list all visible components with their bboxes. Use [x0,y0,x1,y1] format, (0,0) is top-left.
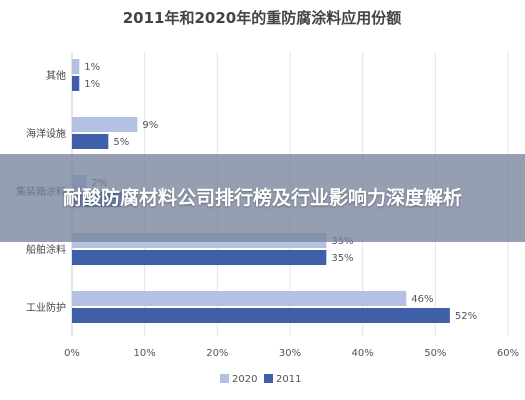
data-label: 52% [455,311,477,322]
data-label: 46% [411,294,433,305]
data-label: 9% [142,120,158,131]
x-axis-tick-labels: 0% 10% 20% 30% 40% 50% 60% [64,348,519,359]
bar-2020 [72,117,138,132]
data-label: 1% [84,62,100,73]
legend-swatch-2011 [264,374,273,383]
bar-2020 [72,59,80,74]
data-label: 35% [331,253,353,264]
overlay-banner: 耐酸防腐材料公司排行榜及行业影响力深度解析 [0,154,525,242]
bar-2011 [72,308,450,323]
legend-label: 2011 [276,374,301,385]
x-tick-label: 0% [64,348,80,359]
legend-swatch-2020 [220,374,229,383]
category-label: 船舶涂料 [26,243,66,256]
x-tick-label: 40% [352,348,374,359]
legend: 2020 2011 [220,374,301,385]
bar-2020 [72,291,407,306]
data-label: 1% [84,79,100,90]
x-tick-label: 30% [279,348,301,359]
bar-2011 [72,76,80,91]
category-label: 其他 [46,69,66,82]
x-tick-label: 20% [206,348,228,359]
category-label: 海洋设施 [26,127,66,140]
bar-2011 [72,250,327,265]
banner-title: 耐酸防腐材料公司排行榜及行业影响力深度解析 [62,187,462,209]
category-label: 工业防护 [26,301,66,314]
legend-label: 2020 [232,374,257,385]
bar-2011 [72,134,109,149]
x-tick-label: 60% [497,348,519,359]
chart-title: 2011年和2020年的重防腐涂料应用份额 [123,9,402,27]
x-tick-label: 10% [134,348,156,359]
x-tick-label: 50% [424,348,446,359]
data-label: 5% [113,137,129,148]
